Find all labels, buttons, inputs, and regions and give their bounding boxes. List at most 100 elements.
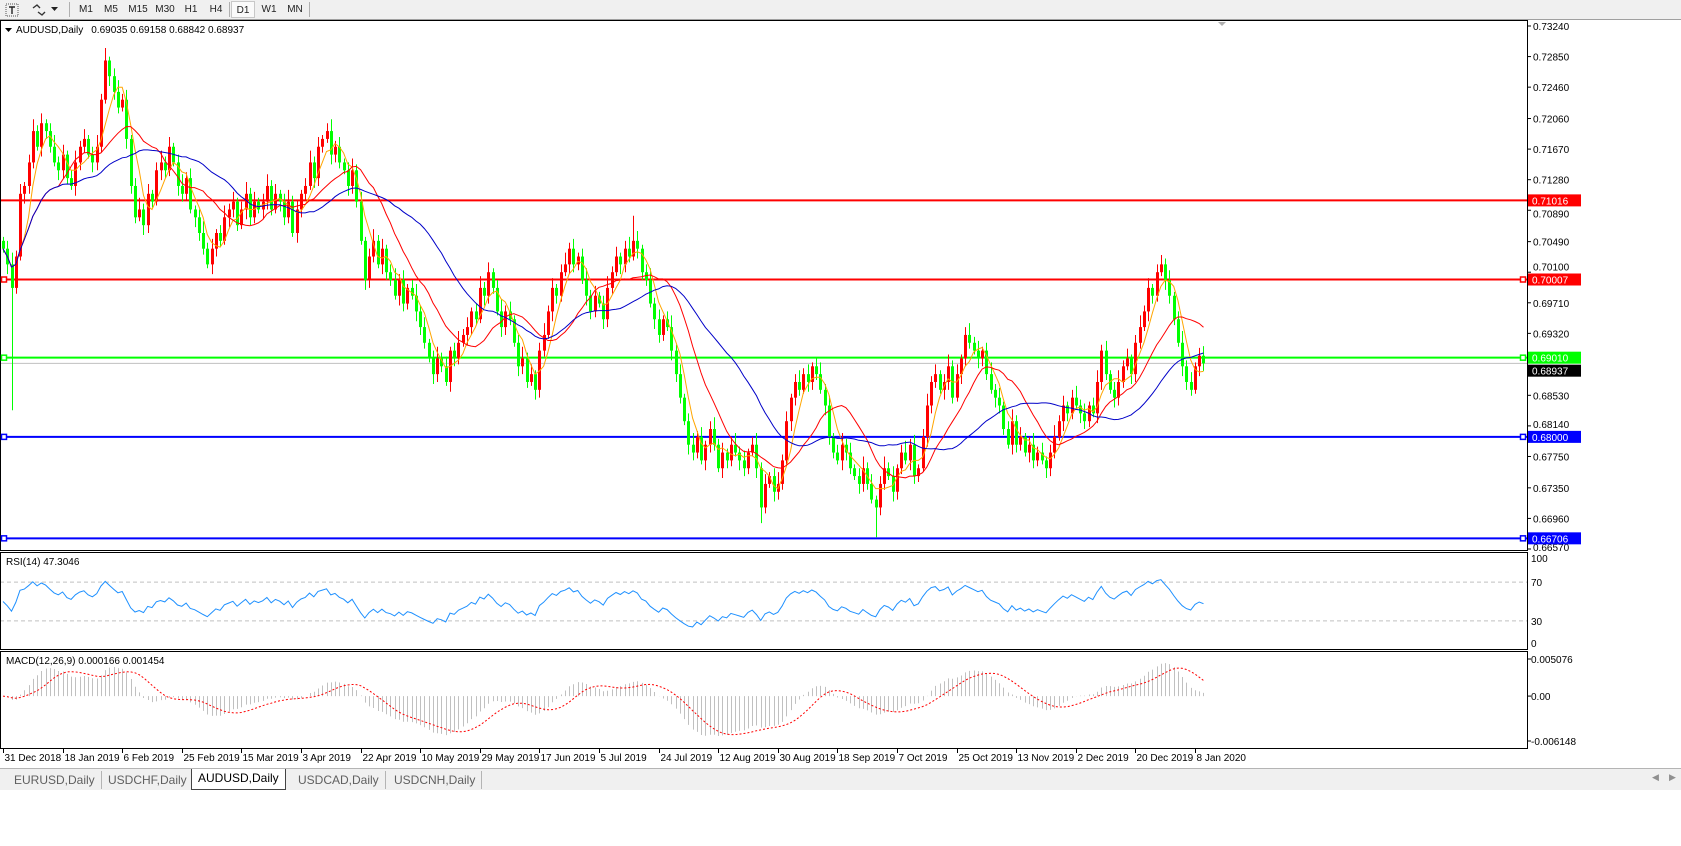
line-handle-left[interactable] [0, 276, 8, 283]
candle-body [709, 429, 712, 445]
candle-body [679, 374, 682, 398]
text-tool-icon[interactable] [3, 1, 21, 18]
date-axis-label: 15 Mar 2019 [243, 753, 300, 764]
tab-audusd-daily[interactable]: AUDUSD,Daily [191, 769, 286, 790]
candle-body [526, 358, 529, 382]
candle [236, 197, 239, 232]
timeframe-m5-button[interactable]: M5 [104, 4, 118, 15]
candle-body [1019, 436, 1022, 445]
price-level-badge-label: 0.66706 [1532, 534, 1569, 545]
chart-shift-marker-icon[interactable] [1218, 22, 1226, 26]
candle [589, 289, 592, 320]
candle-body [581, 256, 584, 281]
candle [338, 136, 341, 169]
timeframe-mn-button[interactable]: MN [287, 4, 303, 15]
scroll-left-arrow-icon[interactable]: ◀ [1652, 772, 1659, 782]
candle-body [181, 185, 184, 194]
candle-body [249, 193, 252, 218]
line-handle-left[interactable] [0, 535, 8, 542]
candle-body [985, 350, 988, 375]
candle [896, 464, 899, 500]
price-level-badge [1528, 194, 1581, 207]
dropdown-arrow-icon[interactable] [50, 1, 60, 18]
candle-body [811, 366, 814, 382]
date-axis-label: 18 Jan 2019 [65, 753, 120, 764]
price-axis-label: 0.72460 [1533, 83, 1570, 94]
candle-body [1062, 405, 1065, 422]
tab-usdchf-daily[interactable]: USDCHF,Daily [102, 771, 194, 789]
timeframe-m1-button[interactable]: M1 [79, 4, 93, 15]
candle [768, 472, 771, 488]
candle [773, 468, 776, 502]
timeframe-h4-button[interactable]: H4 [209, 4, 223, 15]
draw-tools-icon[interactable] [30, 1, 48, 18]
candle [568, 242, 571, 275]
line-handle-left[interactable] [0, 354, 8, 361]
candle-body [841, 444, 844, 461]
candle-body [636, 240, 639, 249]
candle-body [781, 460, 784, 484]
candle [1032, 432, 1035, 469]
candle-body [879, 483, 882, 508]
timeframe-m15-button[interactable]: M15 [128, 4, 148, 15]
candle [1198, 347, 1201, 377]
collapse-triangle-icon[interactable] [5, 28, 12, 32]
candle [483, 282, 486, 306]
timeframe-w1-button[interactable]: W1 [261, 4, 277, 15]
candle-body [445, 366, 448, 382]
candle-body [845, 444, 848, 453]
candle-body [875, 499, 878, 508]
candle [998, 387, 1001, 414]
candle [270, 180, 273, 216]
line-handle-right[interactable] [1519, 354, 1527, 361]
scroll-right-arrow-icon[interactable]: ▶ [1669, 772, 1676, 782]
timeframe-h1-button[interactable]: H1 [184, 4, 198, 15]
tab-eurusd-daily[interactable]: EURUSD,Daily [8, 771, 102, 789]
candle-body [1177, 319, 1180, 343]
line-handle-right[interactable] [1519, 535, 1527, 542]
timeframe-m30-button[interactable]: M30 [155, 4, 175, 15]
line-handle-right[interactable] [1519, 433, 1527, 441]
candle [1011, 409, 1014, 455]
macd-axis-label: -0.006148 [1531, 737, 1576, 748]
candle [815, 358, 818, 381]
tab-usdcnh-daily[interactable]: USDCNH,Daily [388, 771, 483, 789]
candle [57, 156, 60, 181]
line-handle-left[interactable] [0, 433, 8, 441]
candle-body [1015, 421, 1018, 445]
candle [1024, 432, 1027, 457]
price-level-badge [1528, 273, 1581, 286]
price-level-badge [1528, 430, 1581, 443]
line-handle-right[interactable] [1519, 276, 1527, 283]
tab-usdcad-daily[interactable]: USDCAD,Daily [292, 771, 386, 789]
candle [598, 291, 601, 308]
candle [177, 154, 180, 196]
candle-body [785, 421, 788, 461]
candle [500, 299, 503, 337]
price-axis-label: 0.70100 [1533, 263, 1570, 274]
candle-body [751, 444, 754, 453]
candle-body [692, 444, 695, 453]
candle-body [934, 374, 937, 382]
price-level-badge [1528, 351, 1581, 364]
candle-body [1079, 405, 1082, 414]
candle [883, 456, 886, 490]
price-axis-label: 0.68530 [1533, 391, 1570, 402]
candle-body [406, 287, 409, 304]
candle-body [790, 397, 793, 422]
candle [219, 225, 222, 247]
candle-body [70, 178, 73, 186]
candle-body [755, 444, 758, 469]
rsi-line [2, 579, 1204, 628]
chart-window[interactable]: 0.73240 0.72850 0.72460 0.72060 0.71670 0.712… [0, 0, 1681, 768]
candle-body [696, 436, 699, 453]
timeframe-toolbar: M1 M5 M15 M30 H1 H4 D1 W1 MN [0, 0, 1681, 20]
candle [1002, 401, 1005, 435]
candle-body [1113, 389, 1116, 398]
candle [1164, 258, 1167, 290]
timeframe-d1-button[interactable]: D1 [231, 1, 255, 18]
date-axis-label: 22 Apr 2019 [363, 753, 417, 764]
candle [824, 383, 827, 416]
candle-body [1066, 405, 1069, 414]
candle [615, 246, 618, 277]
